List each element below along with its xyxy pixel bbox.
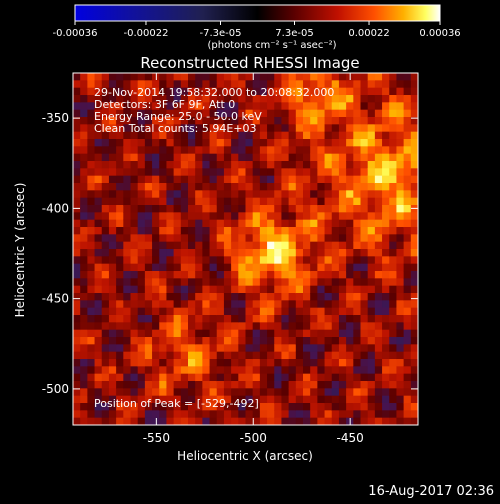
y-tick-label: -350 [42,111,69,125]
x-tick-label: -450 [337,431,364,445]
chart-title: Reconstructed RHESSI Image [140,54,359,72]
x-tick-label: -500 [240,431,267,445]
y-tick-label: -450 [42,292,69,306]
x-tick-label: -550 [143,431,170,445]
colorbar-units-label: (photons cm⁻² s⁻¹ asec⁻²) [207,40,336,51]
plot-frame [72,72,419,426]
colorbar-tick-label: -0.00022 [123,28,168,39]
colorbar [74,4,441,22]
annotation-energy-range: Energy Range: 25.0 - 50.0 keV [94,110,262,123]
colorbar-tick-label: -7.3e-05 [199,28,241,39]
colorbar-tick-label: 7.3e-05 [275,28,313,39]
footer-date: 16-Aug-2017 02:36 [368,484,494,499]
colorbar-tick-label: 0.00036 [419,28,460,39]
annotation-time-range: 29-Nov-2014 19:58:32.000 to 20:08:32.000 [94,86,334,99]
annotation-detectors: Detectors: 3F 6F 9F, Att 0 [94,98,235,111]
axis-ticks: -550 -500 -450 -500 -450 -400 -350 [42,73,418,445]
heatmap-image [73,73,418,425]
y-axis-label: Heliocentric Y (arcsec) [13,183,27,318]
x-axis-label: Heliocentric X (arcsec) [177,449,313,463]
annotation-peak-position: Position of Peak = [-529,-492] [94,397,259,410]
y-tick-label: -400 [42,201,69,215]
annotation-clean: Clean Total counts: 5.94E+03 [94,122,257,135]
colorbar-tick-label: 0.00022 [348,28,389,39]
colorbar-ticks: -0.00036 -0.00022 -7.3e-05 7.3e-05 0.00022 0.… [53,21,461,39]
y-tick-label: -500 [42,382,69,396]
colorbar-tick-label: -0.00036 [53,28,98,39]
